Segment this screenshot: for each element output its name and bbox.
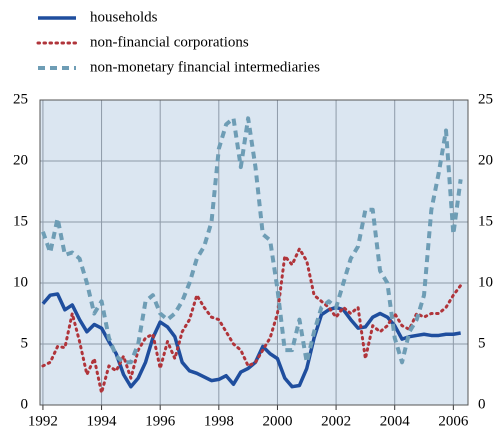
x-tick-label: 1994 <box>87 413 118 429</box>
y2-tick-label: 15 <box>478 213 493 229</box>
y2-tick-label: 25 <box>478 91 493 107</box>
y-tick-label: 10 <box>13 274 28 290</box>
y2-tick-label: 10 <box>478 274 493 290</box>
series-line <box>41 247 463 395</box>
x-tick-label: 2006 <box>438 413 469 429</box>
x-tick-label: 1996 <box>145 413 176 429</box>
x-tick-label: 1998 <box>204 413 234 429</box>
plot-area <box>40 100 468 405</box>
x-tick-label: 1992 <box>28 413 58 429</box>
y-tick-label: 20 <box>13 152 28 168</box>
legend-label: households <box>90 9 158 25</box>
y-tick-label: 15 <box>13 213 28 229</box>
x-tick-label: 2004 <box>380 413 411 429</box>
x-tick-label: 2000 <box>262 413 292 429</box>
x-tick-label: 2002 <box>321 413 351 429</box>
y2-tick-label: 20 <box>478 152 493 168</box>
series-line <box>41 116 463 365</box>
legend-label: non-financial corporations <box>90 34 249 50</box>
legend-label: non-monetary financial intermediaries <box>90 59 320 75</box>
y2-tick-label: 5 <box>478 335 486 351</box>
y-tick-label: 5 <box>21 335 29 351</box>
y-tick-label: 0 <box>21 396 29 412</box>
plot-frame <box>39 99 469 406</box>
y-tick-label: 25 <box>13 91 28 107</box>
y2-tick-label: 0 <box>478 396 486 412</box>
